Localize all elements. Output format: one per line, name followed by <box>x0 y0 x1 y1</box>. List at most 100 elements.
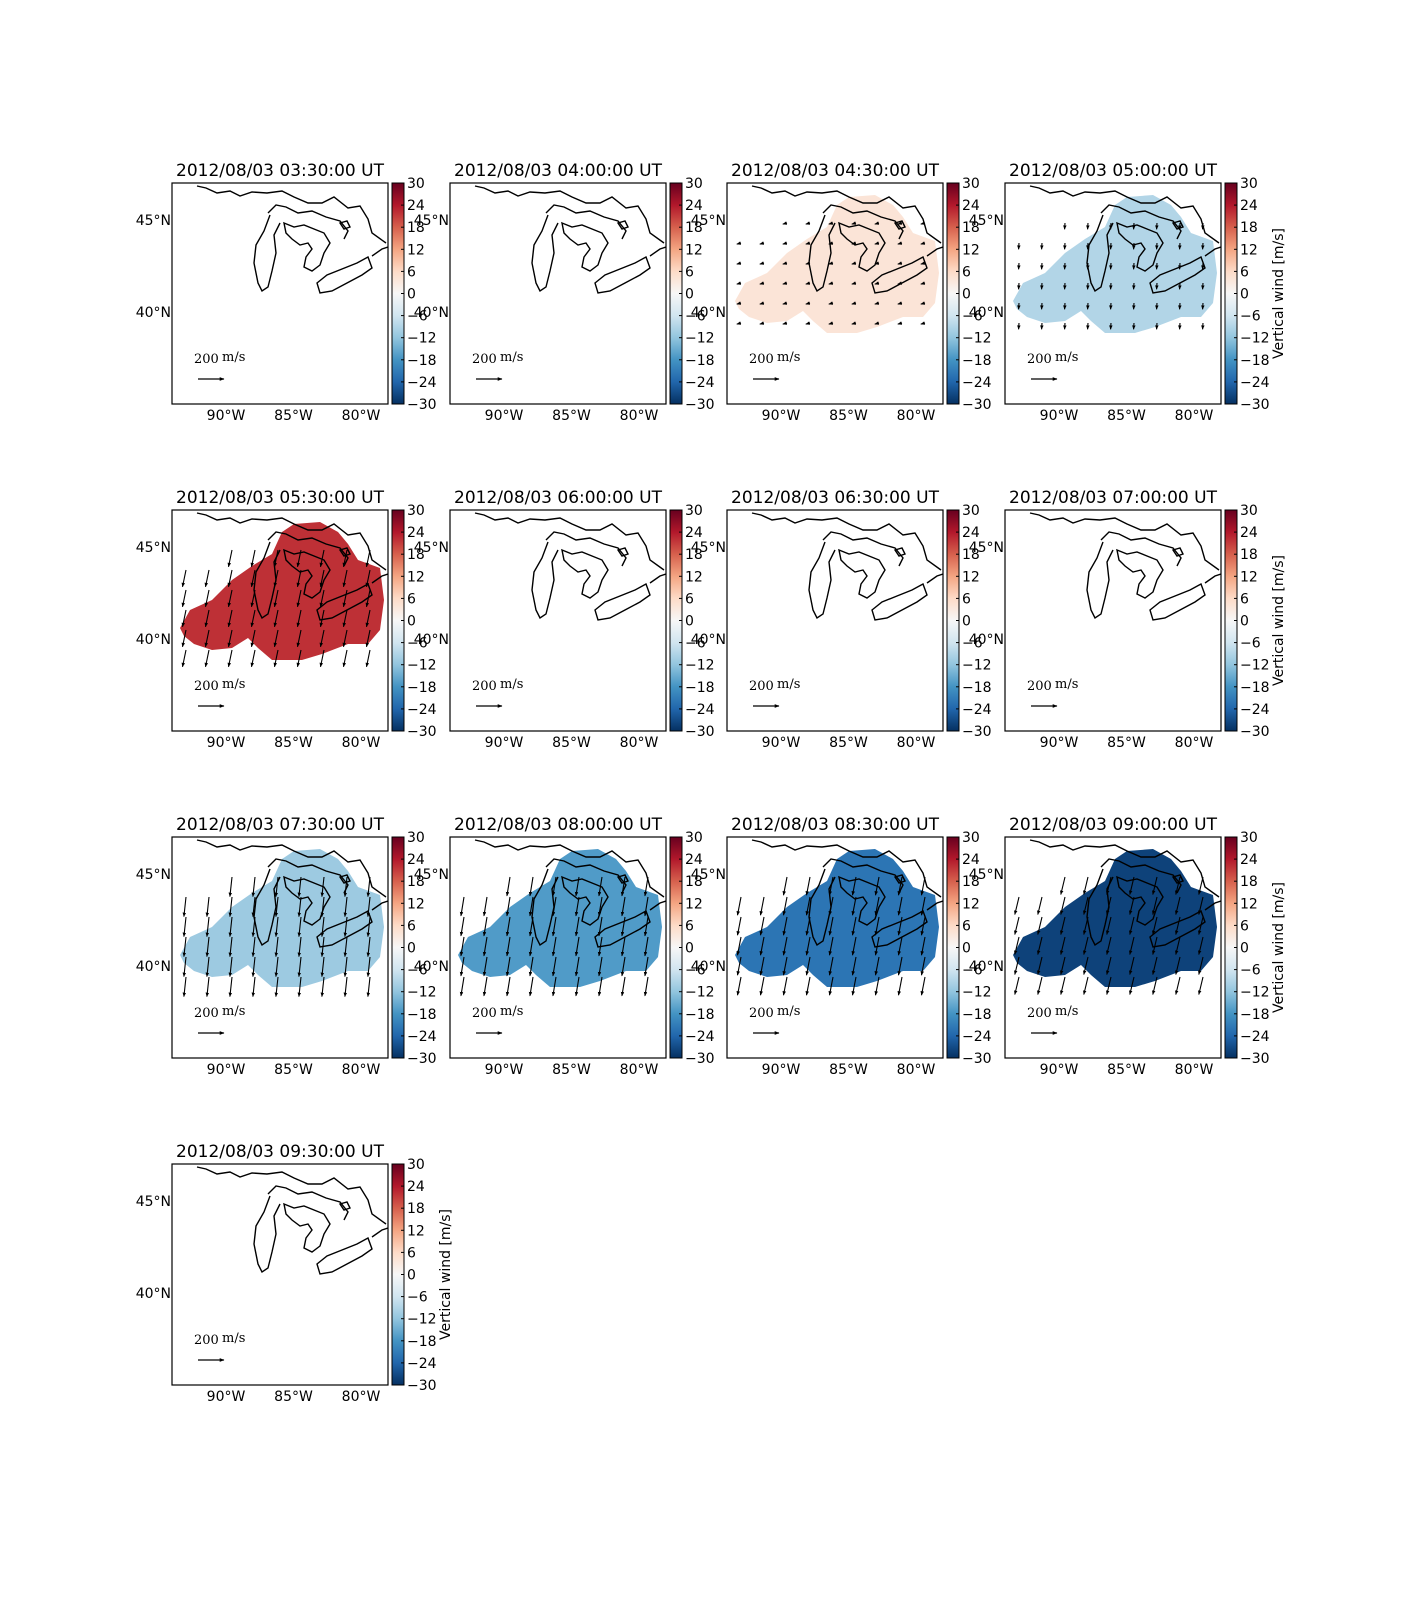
x-tick-label: 85°W <box>274 408 313 424</box>
wind-vector-arrow <box>1060 956 1066 975</box>
colorbar-tick-label: −12 <box>1240 985 1270 1001</box>
colorbar-tick-label: 12 <box>407 569 425 585</box>
coastline <box>371 573 388 584</box>
coastline <box>871 582 928 621</box>
x-tick-label: 85°W <box>274 1062 313 1078</box>
map-frame <box>449 836 667 1059</box>
wind-vector-arrow <box>897 876 903 896</box>
colorbar-tick-label: −24 <box>407 375 437 391</box>
wind-vector-arrow <box>736 281 742 285</box>
y-tick-label: 45°N <box>136 1194 171 1210</box>
coastline <box>267 204 349 240</box>
colorbar: 30 24 18 12 6 0 −6 −12 −18 −24 −30 Vertical wind [m… <box>1224 176 1287 413</box>
wind-vector-arrow <box>851 876 857 896</box>
y-tick-label: 45°N <box>969 213 1004 229</box>
colorbar-tick-label: 0 <box>407 614 416 630</box>
wind-vector-arrow <box>805 281 811 285</box>
coastline <box>616 547 629 557</box>
wind-vector-arrow <box>205 916 210 938</box>
colorbar-tick-label: −18 <box>685 353 715 369</box>
wind-vector-arrow <box>297 916 302 938</box>
coastline <box>616 220 629 230</box>
wind-vector-arrow <box>343 916 348 938</box>
wind-vector-arrow <box>273 569 279 588</box>
coastline <box>283 221 331 272</box>
colorbar-tick-label: −12 <box>1240 658 1270 674</box>
wind-vector-arrow <box>366 896 371 918</box>
y-tick-label: 45°N <box>136 213 171 229</box>
coastline <box>926 573 943 584</box>
colorbar-tick-label: 24 <box>962 198 980 214</box>
wind-vector-arrow <box>920 221 926 225</box>
colorbar-tick-label: 0 <box>407 1268 416 1284</box>
x-tick-label: 80°W <box>342 1062 381 1078</box>
wind-vector-arrow <box>782 221 788 225</box>
wind-vector-arrow <box>181 569 187 588</box>
wind-vector-arrow <box>296 589 302 608</box>
colorbar-tick-label: −24 <box>1240 375 1270 391</box>
scale-unit: m/s <box>222 1331 245 1346</box>
wind-vector-arrow <box>1037 956 1043 975</box>
wind-vector-arrow <box>1060 916 1066 935</box>
wind-vector-arrow <box>296 649 302 668</box>
scale-unit: m/s <box>777 1004 800 1019</box>
wind-vector-arrow <box>828 896 834 916</box>
wind-vector-arrow <box>759 976 765 996</box>
colorbar-tick-label: 0 <box>1240 614 1249 630</box>
x-tick-label: 85°W <box>829 1062 868 1078</box>
wind-vector-arrow <box>782 976 788 996</box>
y-tick-label: 40°N <box>691 632 726 648</box>
colorbar-tick-label: 24 <box>407 1179 425 1195</box>
colorbar-tick-label: 18 <box>407 547 425 563</box>
wind-vector-arrow <box>805 916 811 936</box>
wind-vector-arrow <box>851 321 857 325</box>
colorbar-tick-label: 30 <box>407 503 425 519</box>
wind-vector-arrow <box>1175 936 1181 955</box>
x-tick-label: 90°W <box>207 408 246 424</box>
wind-vector-arrow <box>1014 896 1020 915</box>
coastline <box>1116 875 1164 926</box>
wind-vector-arrow <box>851 936 857 956</box>
colorbar-tick-label: 24 <box>407 852 425 868</box>
colorbar-tick-label: −24 <box>407 1356 437 1372</box>
coastline <box>253 1195 281 1274</box>
scale-unit: m/s <box>222 1004 245 1019</box>
map-frame <box>171 509 389 732</box>
colorbar-tick-label: −12 <box>1240 331 1270 347</box>
colorbar-tick-label: 0 <box>685 941 694 957</box>
wind-vector-arrow <box>851 896 857 916</box>
colorbar-tick-label: 18 <box>962 547 980 563</box>
wind-vector-arrow <box>1060 896 1066 915</box>
coastline <box>474 512 665 571</box>
wind-vector-arrow <box>597 936 603 957</box>
wind-vector-arrow <box>250 569 256 588</box>
wind-vector-arrow <box>296 549 302 568</box>
coastline <box>751 185 942 244</box>
wind-vector-arrow <box>1198 976 1204 995</box>
scale-unit: m/s <box>500 1004 523 1019</box>
colorbar-tick-label: 30 <box>407 176 425 192</box>
vertical-wind-field <box>1013 195 1217 333</box>
wind-vector-arrow <box>736 241 742 245</box>
wind-vector-arrow <box>250 649 256 668</box>
wind-vector-arrow <box>643 976 649 997</box>
colorbar-tick-label: 6 <box>407 918 416 934</box>
wind-vector-arrow <box>366 876 371 898</box>
colorbar-tick-label: 12 <box>1240 569 1258 585</box>
wind-vector-arrow <box>1106 916 1112 935</box>
coastline <box>893 547 906 557</box>
y-tick-label: 45°N <box>969 540 1004 556</box>
coastline <box>531 541 559 620</box>
x-tick-label: 80°W <box>342 735 381 751</box>
y-tick-label: 45°N <box>136 867 171 883</box>
colorbar-tick-label: 6 <box>407 264 416 280</box>
wind-vector-arrow <box>459 896 465 917</box>
colorbar-tick-label: −6 <box>685 963 706 979</box>
colorbar-tick-label: 6 <box>685 591 694 607</box>
wind-vector-arrow <box>551 956 557 977</box>
wind-vector-arrow <box>897 261 903 265</box>
wind-vector-arrow <box>782 956 788 976</box>
colorbar-tick-label: −18 <box>962 1007 992 1023</box>
wind-vector-arrow <box>1083 936 1089 955</box>
wind-vector-arrow <box>1129 876 1135 895</box>
